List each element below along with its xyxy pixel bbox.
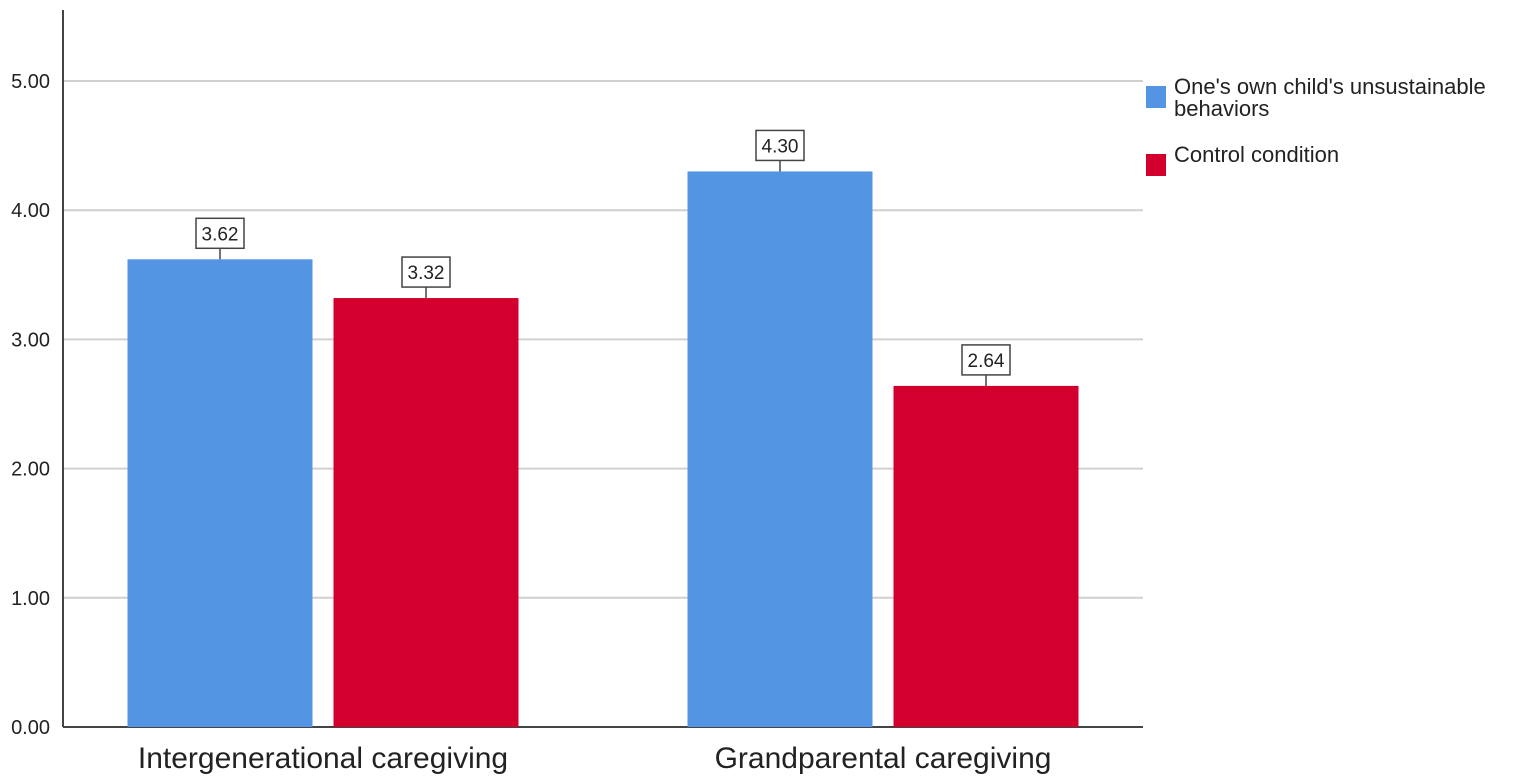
y-tick-label: 1.00 — [11, 588, 50, 610]
legend-label: One's own child's unsustainable behaviors — [1174, 74, 1486, 121]
data-label: 2.64 — [968, 351, 1005, 372]
y-tick-label: 3.00 — [11, 329, 50, 351]
legend-swatch — [1146, 86, 1166, 108]
legend-label-line: Control condition — [1174, 142, 1339, 167]
bar — [893, 385, 1079, 727]
data-label: 4.30 — [762, 136, 799, 157]
data-label-box — [401, 256, 451, 288]
data-label: 3.62 — [202, 224, 239, 245]
x-category-label: Intergenerational caregiving — [138, 742, 508, 775]
legend-swatch — [1146, 154, 1166, 176]
legend-label: Control condition — [1174, 142, 1339, 167]
bar — [687, 171, 873, 727]
legend: One's own child's unsustainable behaviors… — [1146, 74, 1486, 176]
legend-label-line: behaviors — [1174, 96, 1269, 121]
y-tick-label: 0.00 — [11, 717, 50, 739]
data-label-box — [961, 344, 1011, 376]
y-tick-label: 4.00 — [11, 200, 50, 222]
bar — [333, 298, 519, 727]
data-label-box — [195, 217, 245, 250]
x-category-label: Grandparental caregiving — [715, 742, 1052, 775]
legend-label-line: One's own child's unsustainable — [1174, 74, 1486, 99]
y-tick-label: 2.00 — [11, 459, 50, 481]
y-tick-label: 5.00 — [11, 71, 50, 93]
data-label-box — [755, 129, 805, 162]
axes: 0.00 1.00 2.00 3.00 4.00 5.00 Intergenerationa… — [11, 10, 1143, 775]
bars — [127, 171, 1079, 727]
bar — [127, 259, 313, 727]
data-labels: 3.62 4.30 3.32 2.64 — [195, 129, 1011, 386]
data-label: 3.32 — [408, 263, 445, 284]
